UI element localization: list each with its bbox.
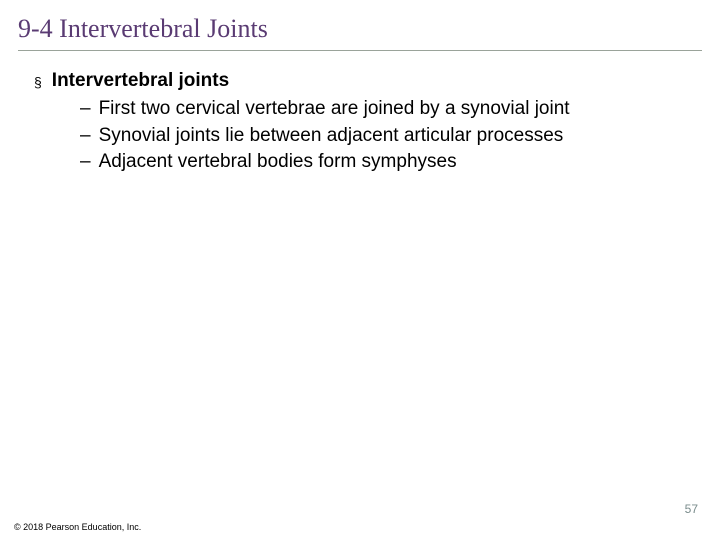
copyright-text: © 2018 Pearson Education, Inc. bbox=[14, 522, 141, 532]
bullet-level2: – First two cervical vertebrae are joine… bbox=[80, 97, 690, 121]
title-underline bbox=[18, 50, 702, 51]
dash-bullet-icon: – bbox=[80, 150, 91, 174]
bullet-level2: – Synovial joints lie between adjacent a… bbox=[80, 124, 690, 148]
sub-bullet-text: First two cervical vertebrae are joined … bbox=[99, 97, 570, 121]
bullet-level1: § Intervertebral joints bbox=[34, 69, 690, 93]
dash-bullet-icon: – bbox=[80, 97, 91, 121]
sub-bullet-text: Adjacent vertebral bodies form symphyses bbox=[99, 150, 457, 174]
dash-bullet-icon: – bbox=[80, 124, 91, 148]
square-bullet-icon: § bbox=[34, 74, 42, 92]
page-number: 57 bbox=[685, 502, 698, 516]
slide-content: § Intervertebral joints – First two cerv… bbox=[0, 69, 720, 174]
sub-bullet-text: Synovial joints lie between adjacent art… bbox=[99, 124, 564, 148]
bullet-level2: – Adjacent vertebral bodies form symphys… bbox=[80, 150, 690, 174]
slide-title: 9-4 Intervertebral Joints bbox=[0, 0, 720, 50]
bullet-main-text: Intervertebral joints bbox=[52, 69, 229, 93]
